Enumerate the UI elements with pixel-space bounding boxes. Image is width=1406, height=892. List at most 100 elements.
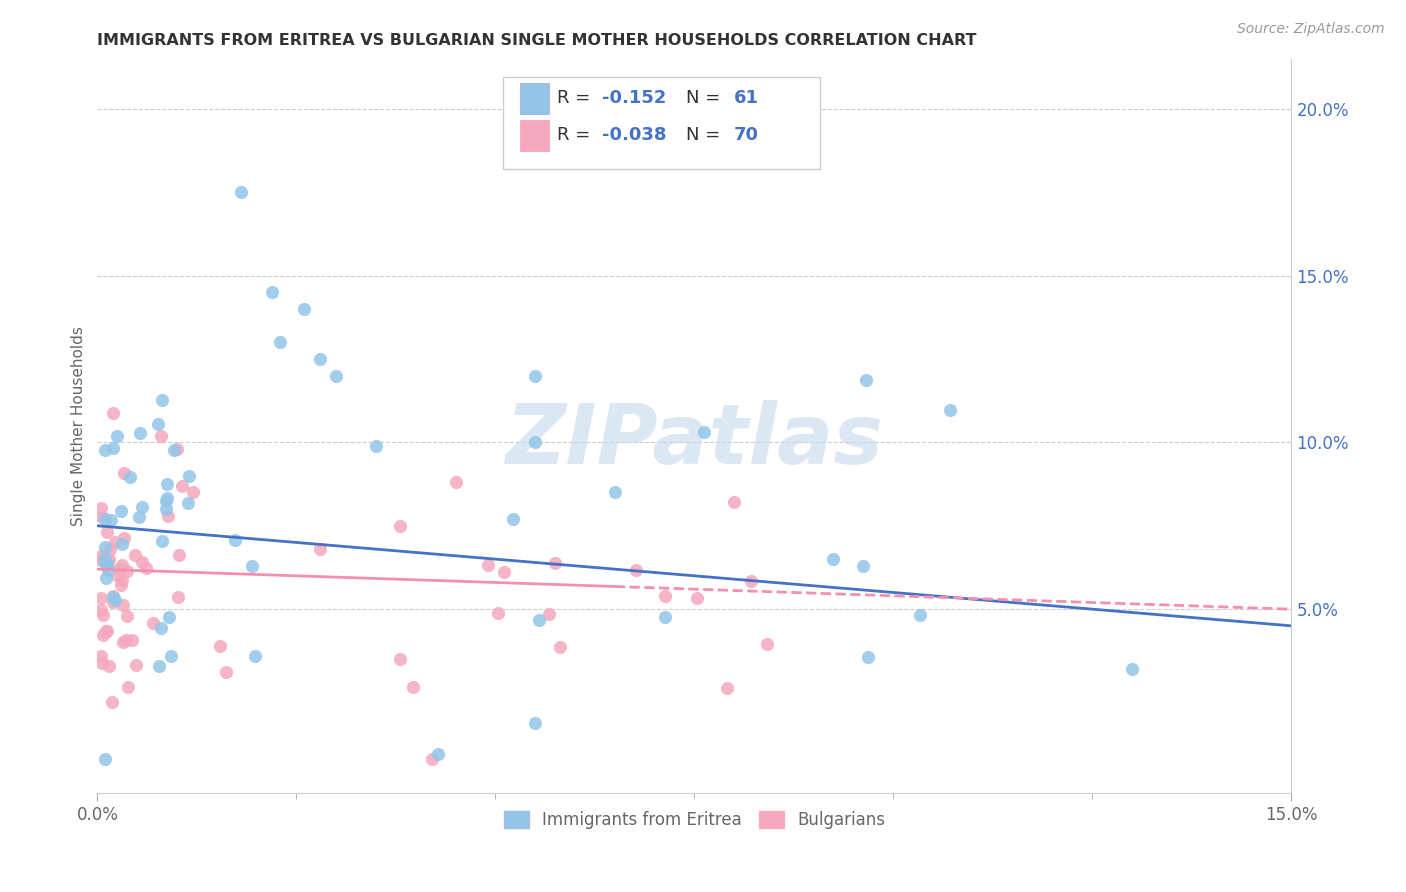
Point <box>723 495 745 509</box>
Text: N =: N = <box>686 127 725 145</box>
Point <box>821 552 844 566</box>
Point <box>111 598 134 612</box>
Text: -0.152: -0.152 <box>602 89 666 107</box>
Point <box>115 633 138 648</box>
Point <box>135 561 157 575</box>
Point <box>103 591 125 605</box>
Point <box>120 469 142 483</box>
Point <box>155 501 177 516</box>
Point <box>112 531 135 545</box>
Point <box>128 425 150 440</box>
Point <box>524 368 547 383</box>
Point <box>111 537 134 551</box>
Point <box>94 624 117 639</box>
Point <box>111 635 134 649</box>
FancyBboxPatch shape <box>520 83 548 113</box>
Point <box>117 681 139 695</box>
Point <box>105 429 128 443</box>
Point <box>851 559 873 574</box>
Text: R =: R = <box>557 89 596 107</box>
Point <box>107 569 129 583</box>
Text: N =: N = <box>686 89 725 107</box>
Point <box>103 595 125 609</box>
Point <box>215 665 238 679</box>
Point <box>243 648 266 663</box>
Point <box>125 658 148 673</box>
Point <box>90 549 112 563</box>
Point <box>110 558 132 572</box>
Point <box>908 607 931 622</box>
Point <box>101 406 124 420</box>
Point <box>110 578 132 592</box>
Point <box>98 658 121 673</box>
Y-axis label: Single Mother Households: Single Mother Households <box>72 326 86 525</box>
Text: R =: R = <box>557 127 596 145</box>
Point <box>716 681 738 695</box>
Point <box>444 475 467 490</box>
Point <box>388 652 411 666</box>
Point <box>103 589 125 603</box>
Point <box>96 524 118 539</box>
Point <box>90 552 112 566</box>
Point <box>229 185 252 199</box>
Point <box>93 549 115 564</box>
Point <box>121 633 143 648</box>
Text: IMMIGRANTS FROM ERITREA VS BULGARIAN SINGLE MOTHER HOUSEHOLDS CORRELATION CHART: IMMIGRANTS FROM ERITREA VS BULGARIAN SIN… <box>97 33 977 48</box>
Point <box>756 637 779 651</box>
Text: -0.038: -0.038 <box>602 127 666 145</box>
Point <box>309 351 332 366</box>
Point <box>1121 662 1143 676</box>
Point <box>388 518 411 533</box>
Point <box>94 571 117 585</box>
Point <box>538 607 561 621</box>
Point <box>686 591 709 606</box>
Point <box>426 747 449 761</box>
Point <box>100 695 122 709</box>
Point <box>128 509 150 524</box>
Point <box>603 485 626 500</box>
Point <box>693 425 716 439</box>
Point <box>146 417 169 431</box>
Point <box>156 509 179 524</box>
Point <box>325 368 347 383</box>
Point <box>96 624 118 638</box>
Point <box>149 621 172 635</box>
Point <box>94 443 117 458</box>
Text: Source: ZipAtlas.com: Source: ZipAtlas.com <box>1237 22 1385 37</box>
Point <box>117 564 139 578</box>
FancyBboxPatch shape <box>503 77 820 169</box>
Text: 61: 61 <box>734 89 759 107</box>
Text: ZIPatlas: ZIPatlas <box>506 400 883 481</box>
Point <box>309 542 332 557</box>
Point <box>104 535 127 549</box>
Point <box>209 639 232 653</box>
Point <box>269 335 291 350</box>
Point <box>364 439 387 453</box>
Point <box>177 496 200 510</box>
Point <box>112 466 135 480</box>
Point <box>524 715 547 730</box>
Point <box>150 533 173 548</box>
Point <box>170 478 193 492</box>
Point <box>90 591 112 605</box>
Point <box>90 501 112 516</box>
Point <box>90 648 112 663</box>
Point <box>240 559 263 574</box>
Point <box>177 469 200 483</box>
Text: 70: 70 <box>734 127 759 145</box>
Point <box>91 656 114 670</box>
Point <box>91 510 114 524</box>
Point <box>131 500 153 514</box>
Point <box>91 608 114 623</box>
Point <box>148 658 170 673</box>
Point <box>94 551 117 566</box>
Point <box>142 616 165 631</box>
Point <box>155 494 177 508</box>
Point <box>529 613 551 627</box>
Point <box>150 428 173 442</box>
Point <box>855 372 877 386</box>
Point <box>486 606 509 620</box>
Point <box>939 403 962 417</box>
Point <box>160 648 183 663</box>
Point <box>94 512 117 526</box>
